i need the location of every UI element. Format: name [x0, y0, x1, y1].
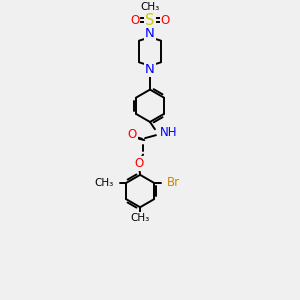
- Text: O: O: [128, 128, 137, 141]
- Text: O: O: [161, 14, 170, 27]
- Text: O: O: [130, 14, 139, 27]
- Text: N: N: [145, 27, 155, 40]
- Text: Br: Br: [167, 176, 180, 189]
- Text: CH₃: CH₃: [94, 178, 113, 188]
- Text: CH₃: CH₃: [130, 213, 150, 223]
- Text: O: O: [134, 157, 144, 170]
- Text: N: N: [145, 63, 155, 76]
- Text: NH: NH: [160, 126, 177, 139]
- Text: S: S: [145, 13, 155, 28]
- Text: CH₃: CH₃: [140, 2, 160, 13]
